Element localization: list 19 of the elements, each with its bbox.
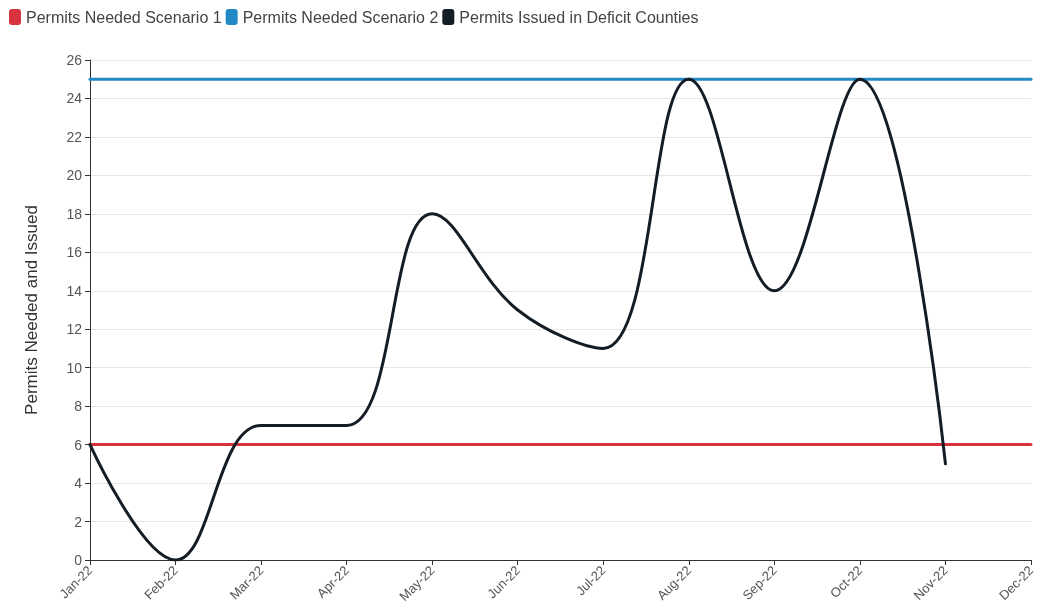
y-tick-label: 24 (66, 90, 83, 107)
y-tick-label: 22 (66, 128, 83, 145)
y-axis-title: Permits Needed and Issued (22, 205, 41, 415)
y-tick-label: 16 (66, 244, 83, 261)
y-tick-label: 12 (66, 321, 83, 338)
y-tick-label: 8 (74, 398, 83, 415)
y-tick-label: 10 (66, 359, 83, 376)
y-tick-label: 4 (74, 475, 83, 492)
y-tick-label: 14 (66, 282, 83, 299)
y-tick-label: 26 (66, 52, 83, 68)
y-tick-label: 18 (66, 205, 83, 222)
y-tick-label: 0 (74, 552, 83, 568)
y-tick-label: 6 (74, 436, 83, 453)
legend-label: Permits Needed Scenario 1 (26, 8, 222, 26)
legend-label: Permits Issued in Deficit Counties (459, 8, 699, 26)
legend-label: Permits Needed Scenario 2 (242, 8, 439, 26)
line-series (88, 77, 947, 562)
y-tick-label: 20 (66, 167, 83, 184)
y-tick-label: 2 (74, 513, 83, 530)
